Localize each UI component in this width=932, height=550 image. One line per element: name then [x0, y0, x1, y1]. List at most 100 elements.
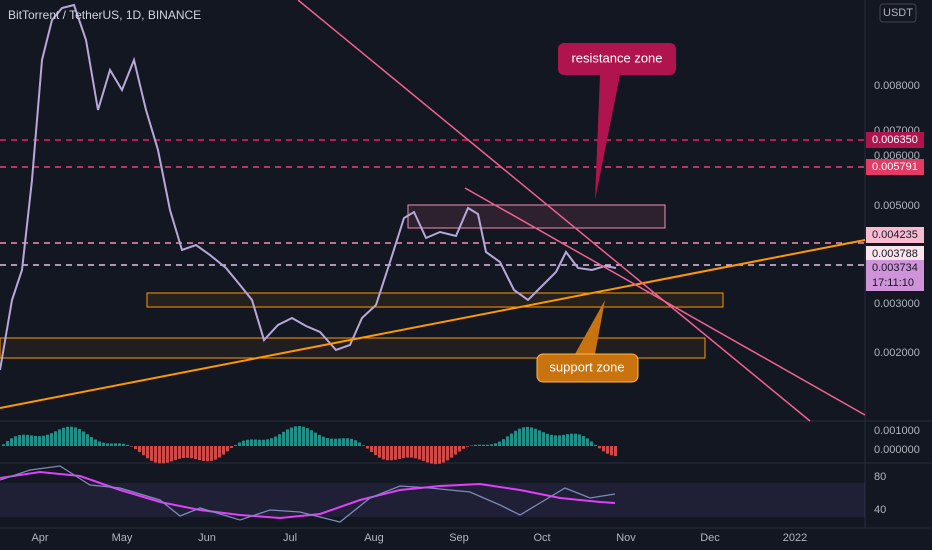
histogram-bar — [494, 443, 497, 446]
histogram-bar — [486, 444, 489, 446]
histogram-bar — [306, 428, 309, 446]
histogram-bar — [26, 434, 29, 446]
histogram-bar — [418, 446, 421, 460]
histogram-bar — [246, 439, 249, 446]
histogram-bar — [10, 438, 13, 446]
histogram-bar — [546, 433, 549, 446]
trend-line — [0, 239, 866, 409]
price-tag-text: 0.003734 — [872, 262, 918, 274]
histogram-bar — [78, 429, 81, 446]
histogram-bar — [382, 446, 385, 460]
histogram-bar — [210, 446, 213, 461]
histogram-bar — [426, 446, 429, 463]
histogram-bar — [398, 446, 401, 459]
macd-histogram — [2, 426, 617, 465]
support-rect — [146, 292, 724, 308]
histogram-bar — [70, 426, 73, 446]
histogram-bar — [490, 444, 493, 446]
histogram-bar — [310, 430, 313, 446]
histogram-bar — [22, 434, 25, 446]
histogram-bar — [510, 433, 513, 446]
histogram-bar — [566, 434, 569, 446]
rsi-label: 40 — [874, 504, 886, 516]
histogram-bar — [178, 446, 181, 459]
time-label: Jul — [283, 532, 297, 544]
histogram-bar — [66, 426, 69, 446]
histogram-bar — [106, 443, 109, 446]
histogram-bar — [294, 426, 297, 446]
histogram-bar — [470, 445, 473, 446]
histogram-bar — [266, 439, 269, 446]
histogram-bar — [102, 442, 105, 446]
histogram-bar — [362, 445, 365, 446]
histogram-bar — [498, 441, 501, 446]
time-label: Sep — [449, 532, 469, 544]
histogram-bar — [74, 427, 77, 446]
histogram-bar — [322, 436, 325, 446]
time-label: 2022 — [783, 532, 807, 544]
histogram-bar — [594, 444, 597, 446]
histogram-bar — [330, 438, 333, 446]
callout-text: resistance zone — [571, 50, 662, 65]
price-label: 0.005000 — [874, 200, 920, 212]
histogram-bar — [450, 446, 453, 458]
histogram-bar — [86, 434, 89, 446]
histogram-bar — [530, 427, 533, 446]
histogram-bar — [466, 446, 469, 447]
histogram-bar — [538, 430, 541, 446]
histogram-bar — [514, 430, 517, 446]
histogram-bar — [150, 446, 153, 461]
rsi-line — [0, 465, 616, 523]
histogram-bar — [114, 443, 117, 446]
histogram-bar — [454, 446, 457, 455]
histogram-bar — [174, 446, 177, 460]
histogram-bar — [570, 433, 573, 446]
histogram-bar — [574, 433, 577, 446]
histogram-bar — [586, 438, 589, 446]
histogram-bar — [158, 446, 161, 464]
resistance-rect — [407, 204, 666, 229]
histogram-bar — [534, 428, 537, 446]
histogram-bar — [326, 438, 329, 446]
currency-button[interactable] — [879, 3, 917, 23]
currency[interactable]: USDT — [883, 7, 913, 19]
trend-line — [464, 187, 866, 416]
histogram-bar — [314, 432, 317, 446]
callout-pointer — [575, 300, 605, 354]
histogram-bar — [190, 446, 193, 459]
histogram-bar — [302, 426, 305, 446]
histogram-bar — [406, 446, 409, 458]
histogram-bar — [506, 436, 509, 446]
histogram-bar — [462, 446, 465, 449]
axis-labels: 0.0080000.0070000.0060000.0050000.003000… — [31, 80, 924, 544]
histogram-bar — [82, 431, 85, 446]
time-label: Nov — [616, 532, 636, 544]
histogram-bar — [234, 444, 237, 446]
histogram-bar — [182, 446, 185, 459]
histogram-bar — [98, 441, 101, 446]
histogram-bar — [2, 444, 5, 446]
histogram-bar — [134, 446, 137, 450]
histogram-bar — [358, 442, 361, 446]
callout-text: support zone — [549, 359, 624, 374]
histogram-bar — [58, 429, 61, 446]
histogram-bar — [610, 446, 613, 456]
countdown-tag — [866, 276, 924, 291]
price-tag-text: 0.003788 — [872, 248, 918, 260]
histogram-bar — [54, 431, 57, 446]
histogram-bar — [202, 446, 205, 461]
histogram-bar — [226, 446, 229, 452]
histogram-bar — [286, 429, 289, 446]
countdown: 17:11:10 — [872, 277, 914, 289]
histogram-bar — [122, 443, 125, 446]
histogram-bar — [342, 438, 345, 446]
histogram-bar — [90, 437, 93, 446]
histogram-bar — [442, 446, 445, 463]
histogram-bar — [550, 434, 553, 446]
histogram-bar — [146, 446, 149, 459]
price-tag — [866, 132, 924, 148]
time-label: May — [112, 532, 133, 544]
histogram-bar — [62, 427, 65, 446]
